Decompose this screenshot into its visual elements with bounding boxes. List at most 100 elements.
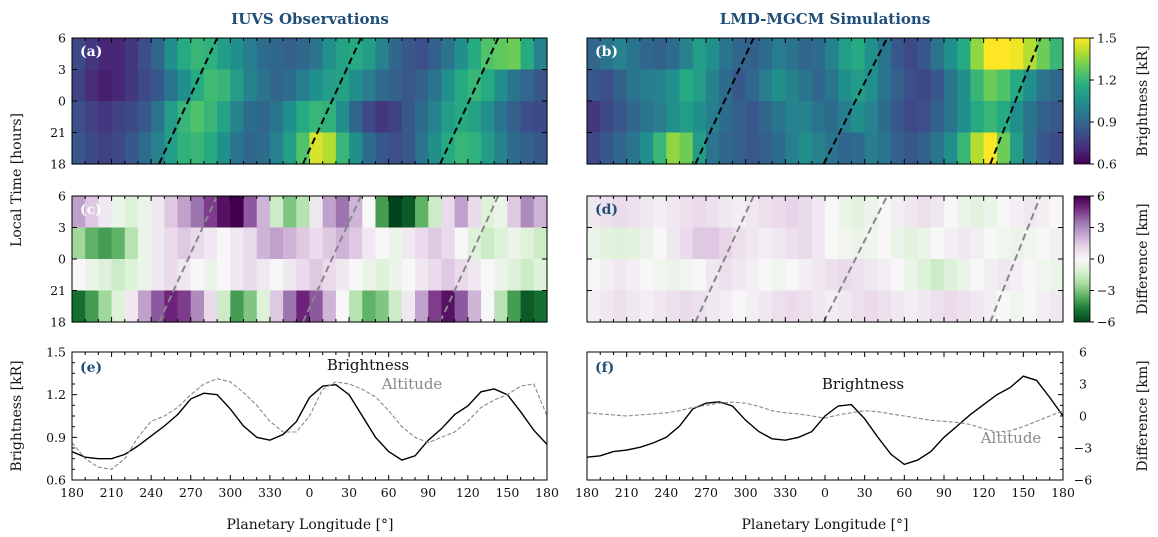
heatmap-cell (679, 227, 694, 260)
heatmap-cell (970, 227, 985, 260)
heatmap-cell (98, 290, 113, 323)
heatmap-cell (745, 101, 760, 134)
heatmap-cell (533, 227, 548, 260)
heatmap-cell (349, 132, 363, 165)
heatmap-cell (983, 132, 998, 165)
heatmap-cell (190, 132, 205, 165)
heatmap-cell (256, 38, 271, 71)
heatmap-cell (481, 290, 495, 323)
heatmap-cell (970, 196, 985, 229)
heatmap-cell (930, 290, 945, 323)
heatmap-cell (243, 290, 258, 323)
heatmap-cell (1010, 101, 1024, 134)
heatmap-cell (507, 259, 522, 292)
heatmap-cell (243, 132, 258, 165)
heatmap-cell (851, 101, 866, 134)
heatmap-cell (164, 69, 179, 102)
x-tick-label-longitude: 0 (306, 485, 314, 500)
heatmap-cell (441, 196, 456, 229)
heatmap-cell (811, 101, 826, 134)
heatmap-cell (375, 227, 390, 260)
heatmap-cell (428, 196, 443, 229)
heatmap-cell (587, 132, 601, 165)
heatmap-cell (507, 227, 522, 260)
heatmap-cell (877, 101, 892, 134)
colorbar-label-brightness: Brightness [kR] (1135, 45, 1151, 156)
heatmap-cell (296, 38, 311, 71)
heatmap-cell (230, 69, 245, 102)
heatmap-cell (388, 101, 403, 134)
heatmap-cell (772, 69, 786, 102)
heatmap-cell (494, 69, 509, 102)
heatmap-cell (838, 101, 853, 134)
heatmap-cell (613, 227, 628, 260)
heatmap-cell (600, 38, 615, 71)
heatmap-cell (137, 132, 152, 165)
heatmap-cell (283, 259, 297, 292)
heatmap-cell (944, 196, 958, 229)
heatmap-cell (891, 101, 905, 134)
heatmap-cell (1049, 227, 1064, 260)
colorbar-brightness (1073, 37, 1091, 165)
heatmap-cell (917, 259, 932, 292)
heatmap-cell (785, 290, 800, 323)
heatmap-cell (679, 290, 694, 323)
heatmap-cell (296, 259, 311, 292)
heatmap-cell (745, 259, 760, 292)
colorbar-ticks: 1.5 1.2 0.9 0.6 6 3 0 −3 −6 (1090, 31, 1117, 330)
heatmap-cell (375, 259, 390, 292)
colorbar-tick-label-brightness: 0.9 (1097, 115, 1117, 130)
heatmap-cell (164, 38, 179, 71)
y-tick-label-difference: 0 (1079, 409, 1087, 424)
heatmap-cell (335, 196, 350, 229)
heatmap-cell (520, 259, 535, 292)
heatmap-cell (137, 38, 152, 71)
heatmap-cell (217, 196, 231, 229)
colorbar-tick-label-difference: 3 (1097, 220, 1105, 235)
heatmap-cell (996, 227, 1011, 260)
heatmap-cell (85, 227, 99, 260)
dashed-fit-line (301, 37, 362, 165)
x-tick-label-longitude: 60 (896, 485, 912, 500)
heatmap-cell (388, 196, 403, 229)
heatmap-cell (494, 227, 509, 260)
heatmap-cell (375, 101, 390, 134)
dashed-lines-a (158, 37, 500, 165)
heatmap-cell (190, 38, 205, 71)
x-tick-label-longitude: 30 (857, 485, 873, 500)
x-tick-label-longitude: 330 (258, 485, 282, 500)
heatmap-cell (785, 259, 800, 292)
heatmap-cell (296, 196, 311, 229)
heatmap-cell (851, 132, 866, 165)
heatmap-cell (441, 38, 456, 71)
heatmap-cell (362, 196, 377, 229)
heatmap-cell (706, 196, 720, 229)
heatmap-cell (639, 69, 654, 102)
altitude-series-line-e (72, 378, 547, 470)
heatmap-cell (137, 227, 152, 260)
heatmap-cell (481, 196, 495, 229)
heatmap-cell (639, 38, 654, 71)
heatmap-cell (296, 132, 311, 165)
x-tick-label-longitude: 240 (139, 485, 163, 500)
heatmap-cell (798, 196, 813, 229)
heatmap-cell (917, 290, 932, 323)
heatmap-cell (692, 259, 707, 292)
heatmap-cell (454, 38, 469, 71)
y-tick-label-local-time: 21 (50, 283, 66, 298)
heatmap-cell (283, 38, 297, 71)
heatmap-cell (613, 132, 628, 165)
heatmap-cell (1049, 132, 1064, 165)
y-tick-label-difference: −6 (1074, 473, 1092, 488)
brightness-series-line-f (587, 375, 1063, 466)
heatmap-cell (111, 132, 126, 165)
heatmap-cell (653, 259, 667, 292)
x-tick-label-longitude: 150 (1011, 485, 1035, 500)
heatmap-cell (891, 69, 905, 102)
heatmap-cell (679, 38, 694, 71)
heatmap-cell (587, 38, 601, 71)
y-axis-label-difference: Difference [km] (1135, 360, 1151, 471)
heatmap-cell (877, 259, 892, 292)
heatmap-cell (811, 259, 826, 292)
heatmap-cell (137, 259, 152, 292)
